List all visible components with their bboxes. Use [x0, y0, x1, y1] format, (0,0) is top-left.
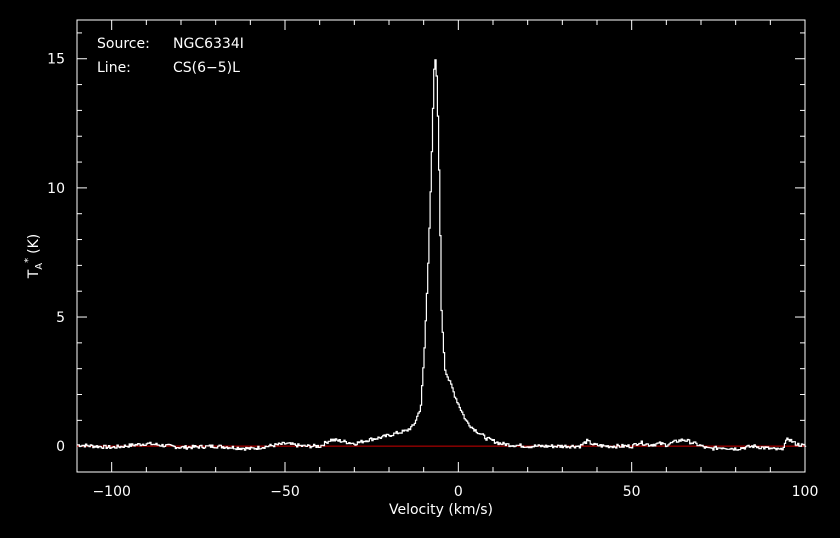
axis-ticks	[76, 20, 806, 473]
line-value: CS(6−5)L	[173, 60, 240, 76]
x-tick-label: 100	[792, 484, 819, 500]
x-tick-label: −100	[92, 484, 130, 500]
y-tick-labels: 0 5 10 15	[47, 52, 65, 455]
y-tick-label: 15	[47, 52, 65, 68]
y-tick-label: 5	[56, 310, 65, 326]
x-tick-label: 0	[454, 484, 463, 500]
x-tick-label: −50	[270, 484, 300, 500]
x-tick-labels: −100 −50 0 50 100	[92, 484, 818, 500]
x-tick-label: 50	[623, 484, 641, 500]
spectrum-series-line	[77, 59, 807, 451]
plot-frame	[76, 19, 806, 473]
line-label: Line:	[97, 60, 131, 76]
y-axis-label-main: T	[26, 269, 42, 279]
source-label: Source:	[97, 36, 150, 52]
y-tick-label: 10	[47, 181, 65, 197]
svg-text:TA*(K): TA* (K)	[23, 234, 45, 280]
source-value: NGC6334I	[173, 36, 244, 52]
y-axis-label-sup: *	[23, 258, 34, 263]
y-tick-label: 0	[56, 439, 65, 455]
y-axis-label: TA* (K)	[23, 234, 45, 280]
y-axis-label-unit: (K)	[26, 234, 42, 254]
x-axis-label: Velocity (km/s)	[389, 502, 493, 518]
y-axis-label-sub: A	[34, 263, 45, 270]
